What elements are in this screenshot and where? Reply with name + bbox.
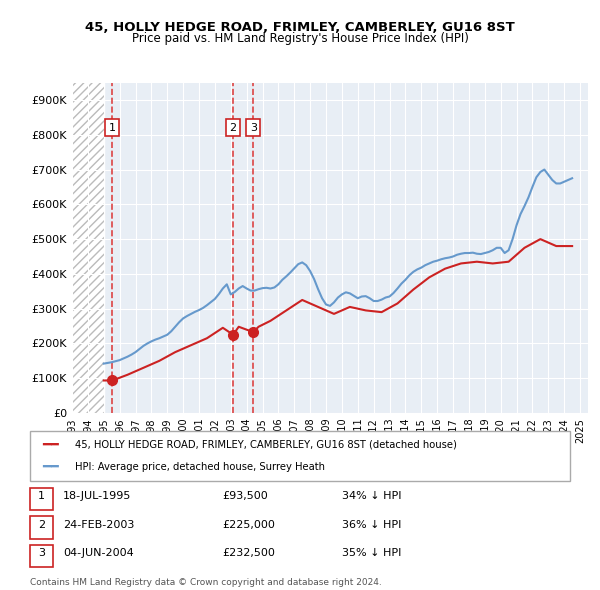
Text: 1: 1	[109, 123, 116, 133]
Text: ━━: ━━	[42, 460, 59, 474]
Text: £93,500: £93,500	[222, 491, 268, 501]
Text: £225,000: £225,000	[222, 520, 275, 529]
Text: ━━: ━━	[42, 438, 59, 452]
Text: HPI: Average price, detached house, Surrey Heath: HPI: Average price, detached house, Surr…	[75, 462, 325, 472]
Text: 36% ↓ HPI: 36% ↓ HPI	[342, 520, 401, 529]
Text: 2: 2	[230, 123, 237, 133]
Text: 3: 3	[38, 548, 45, 558]
Text: £232,500: £232,500	[222, 548, 275, 558]
Bar	[72, 83, 104, 413]
Text: 2: 2	[38, 520, 45, 529]
Text: Contains HM Land Registry data © Crown copyright and database right 2024.: Contains HM Land Registry data © Crown c…	[30, 578, 382, 586]
Text: 3: 3	[250, 123, 257, 133]
Text: 34% ↓ HPI: 34% ↓ HPI	[342, 491, 401, 501]
Text: 1: 1	[38, 491, 45, 501]
Text: 24-FEB-2003: 24-FEB-2003	[63, 520, 134, 529]
Text: 18-JUL-1995: 18-JUL-1995	[63, 491, 131, 501]
Bar	[72, 83, 104, 413]
Text: Price paid vs. HM Land Registry's House Price Index (HPI): Price paid vs. HM Land Registry's House …	[131, 32, 469, 45]
Text: 35% ↓ HPI: 35% ↓ HPI	[342, 548, 401, 558]
Text: 45, HOLLY HEDGE ROAD, FRIMLEY, CAMBERLEY, GU16 8ST (detached house): 45, HOLLY HEDGE ROAD, FRIMLEY, CAMBERLEY…	[75, 440, 457, 450]
Text: 04-JUN-2004: 04-JUN-2004	[63, 548, 134, 558]
Text: 45, HOLLY HEDGE ROAD, FRIMLEY, CAMBERLEY, GU16 8ST: 45, HOLLY HEDGE ROAD, FRIMLEY, CAMBERLEY…	[85, 21, 515, 34]
